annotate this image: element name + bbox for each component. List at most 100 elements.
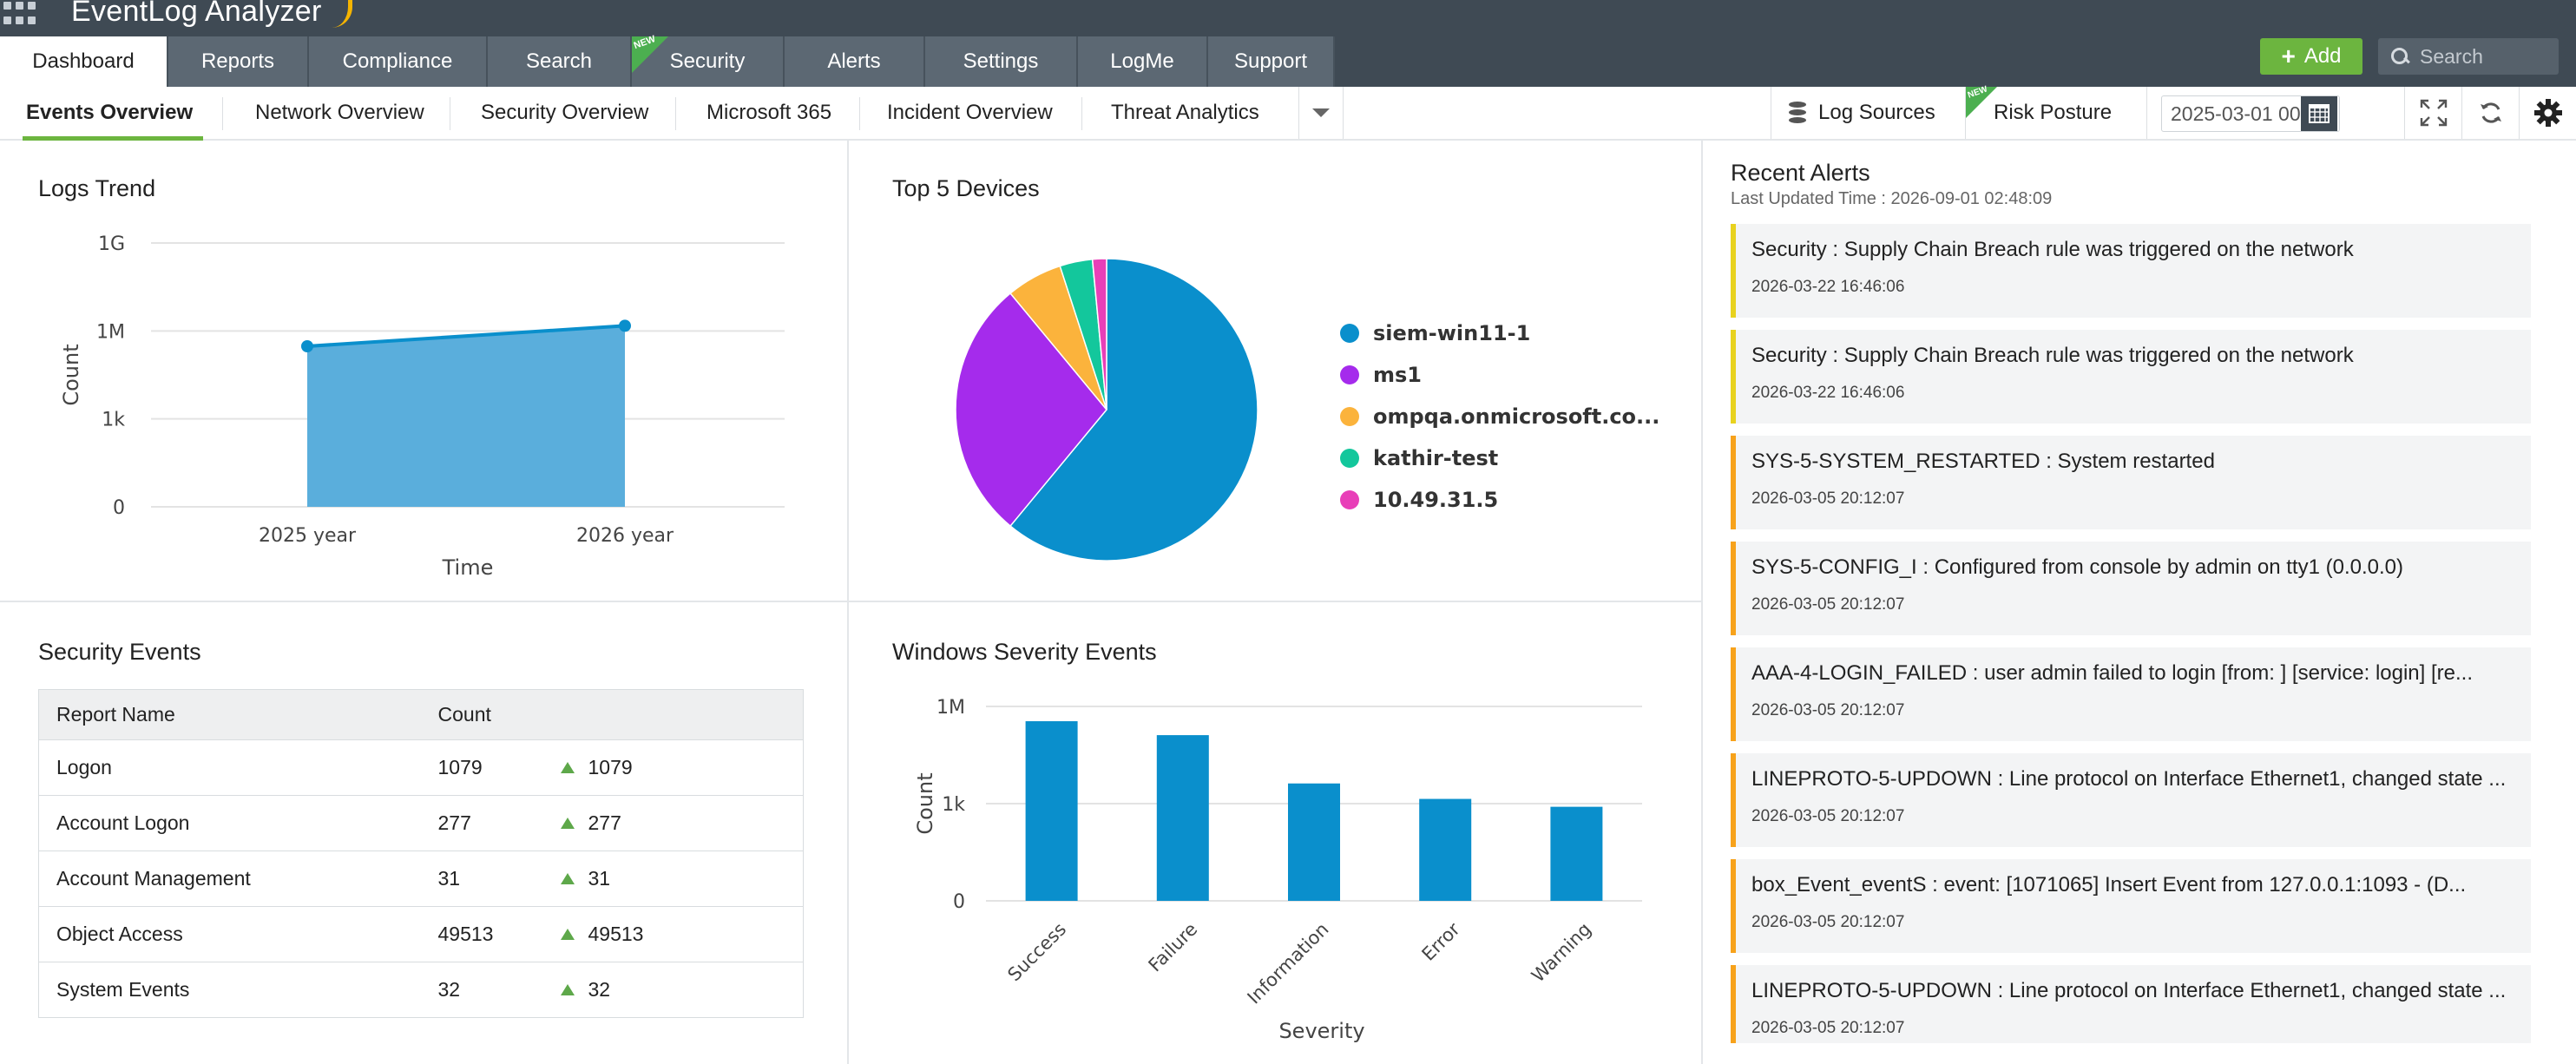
- tab-compliance[interactable]: Compliance: [309, 36, 488, 87]
- alert-message: AAA-4-LOGIN_FAILED : user admin failed t…: [1751, 661, 2473, 685]
- date-range-picker[interactable]: [2161, 95, 2340, 132]
- y-tick-label: 1M: [936, 697, 965, 719]
- data-point[interactable]: [619, 319, 631, 332]
- bar[interactable]: [1419, 798, 1472, 901]
- count-cell: 31: [420, 851, 561, 907]
- bar[interactable]: [1156, 735, 1209, 901]
- windows-severity-chart: 0 1k 1M Success Failure Information Error Warni…: [913, 697, 1642, 1043]
- fullscreen-button[interactable]: [2404, 87, 2461, 139]
- new-badge-icon: [632, 36, 668, 73]
- dashboard-settings-button[interactable]: [2519, 87, 2576, 139]
- top-devices-title: Top 5 Devices: [892, 175, 1040, 201]
- table-row[interactable]: System Events 32 32: [38, 962, 804, 1018]
- tab-dashboard[interactable]: Dashboard: [0, 36, 168, 87]
- pie-slice[interactable]: [1009, 258, 1258, 562]
- table-row[interactable]: Account Logon 277 277: [38, 795, 804, 851]
- subtab-security-overview[interactable]: Security Overview: [481, 87, 648, 139]
- search-input[interactable]: [2420, 44, 2550, 69]
- subtab-threat-analytics[interactable]: Threat Analytics: [1111, 87, 1259, 139]
- global-search[interactable]: [2378, 38, 2559, 75]
- table-row[interactable]: Account Management 31 31: [38, 851, 804, 907]
- alert-timestamp: 2026-03-05 20:12:07: [1751, 489, 1905, 508]
- subtab-microsoft-365[interactable]: Microsoft 365: [706, 87, 831, 139]
- alert-item[interactable]: LINEPROTO-5-UPDOWN : Line protocol on In…: [1731, 965, 2531, 1043]
- separator: [859, 97, 860, 130]
- alert-message: Security : Supply Chain Breach rule was …: [1751, 344, 2354, 367]
- x-tick-label: Information: [1244, 919, 1333, 1008]
- new-badge-icon: [1966, 87, 1997, 118]
- bar[interactable]: [1025, 721, 1078, 901]
- app-title: EventLog Analyzer: [71, 0, 322, 28]
- report-name-cell[interactable]: Logon: [38, 739, 421, 796]
- add-button[interactable]: + Add: [2260, 38, 2362, 75]
- alert-item[interactable]: SYS-5-CONFIG_I : Configured from console…: [1731, 542, 2531, 635]
- calendar-button[interactable]: [2301, 96, 2337, 131]
- area-fill: [307, 325, 625, 507]
- count-cell: 1079: [420, 739, 561, 796]
- tab-label: Dashboard: [32, 49, 135, 73]
- subtab-label: Events Overview: [26, 101, 194, 124]
- subtab-events-overview[interactable]: Events Overview: [22, 87, 204, 141]
- column-header-report-name: Report Name: [38, 689, 421, 740]
- tab-support[interactable]: Support: [1208, 36, 1335, 87]
- table-row[interactable]: Logon 1079 1079: [38, 739, 804, 796]
- trend-up-icon: [560, 929, 575, 940]
- x-tick-label: Failure: [1145, 919, 1202, 976]
- alert-timestamp: 2026-03-05 20:12:07: [1751, 701, 1905, 719]
- tab-security[interactable]: NEW Security: [632, 34, 785, 87]
- legend-label: ompqa.onmicrosoft.co...: [1373, 404, 1660, 429]
- report-name-cell[interactable]: Object Access: [38, 906, 421, 962]
- subtab-network-overview[interactable]: Network Overview: [255, 87, 424, 139]
- tab-settings[interactable]: Settings: [925, 36, 1078, 87]
- subtab-label: Network Overview: [255, 101, 424, 124]
- pie-slice[interactable]: [1091, 258, 1107, 410]
- alert-message: LINEPROTO-5-UPDOWN : Line protocol on In…: [1751, 767, 2507, 791]
- trend-value: 31: [588, 867, 611, 890]
- log-sources-button[interactable]: Log Sources: [1771, 87, 1965, 139]
- table-row[interactable]: Object Access 49513 49513: [38, 906, 804, 962]
- tab-logme[interactable]: LogMe: [1078, 36, 1208, 87]
- tab-reports[interactable]: Reports: [168, 36, 309, 87]
- bar[interactable]: [1550, 806, 1603, 901]
- tab-label: LogMe: [1110, 49, 1174, 73]
- search-icon: [2390, 47, 2409, 66]
- y-tick-label: 1M: [96, 321, 125, 343]
- alert-item[interactable]: Security : Supply Chain Breach rule was …: [1731, 330, 2531, 424]
- alert-item[interactable]: AAA-4-LOGIN_FAILED : user admin failed t…: [1731, 647, 2531, 741]
- tab-alerts[interactable]: Alerts: [785, 36, 925, 87]
- subtab-incident-overview[interactable]: Incident Overview: [887, 87, 1053, 139]
- risk-posture-button[interactable]: NEW Risk Posture: [1965, 84, 2147, 139]
- refresh-button[interactable]: [2461, 87, 2519, 139]
- report-name-cell[interactable]: Account Logon: [38, 795, 421, 851]
- alert-item[interactable]: SYS-5-SYSTEM_RESTARTED : System restarte…: [1731, 436, 2531, 529]
- alert-message: LINEPROTO-5-UPDOWN : Line protocol on In…: [1751, 979, 2507, 1002]
- app-grid-icon[interactable]: [0, 0, 38, 26]
- trend-cell: 49513: [560, 906, 804, 962]
- legend-dot-icon: [1340, 324, 1359, 343]
- legend-item[interactable]: 10.49.31.5: [1340, 479, 1659, 521]
- count-cell: 49513: [420, 906, 561, 962]
- x-tick-label: 2026 year: [576, 525, 674, 547]
- alert-item[interactable]: Security : Supply Chain Breach rule was …: [1731, 224, 2531, 318]
- legend-item[interactable]: siem-win11-1: [1340, 312, 1659, 354]
- tab-label: Security: [669, 49, 746, 73]
- recent-alerts-list[interactable]: Security : Supply Chain Breach rule was …: [1731, 224, 2531, 1043]
- data-point[interactable]: [301, 339, 313, 352]
- alert-item[interactable]: box_Event_eventS : event: [1071065] Inse…: [1731, 859, 2531, 953]
- legend-item[interactable]: ms1: [1340, 354, 1659, 396]
- brand-logo-mark-icon: [332, 0, 352, 28]
- alert-item[interactable]: LINEPROTO-5-UPDOWN : Line protocol on In…: [1731, 753, 2531, 847]
- more-tabs-dropdown[interactable]: [1298, 87, 1344, 139]
- date-input[interactable]: [2162, 102, 2301, 126]
- pie-slice[interactable]: [955, 292, 1107, 528]
- legend-item[interactable]: ompqa.onmicrosoft.co...: [1340, 396, 1659, 437]
- expand-icon: [2420, 99, 2447, 127]
- risk-posture-label: Risk Posture: [1994, 101, 2113, 124]
- report-name-cell[interactable]: System Events: [38, 962, 421, 1018]
- tab-label: Settings: [963, 49, 1039, 73]
- trend-cell: 32: [560, 962, 804, 1018]
- legend-item[interactable]: kathir-test: [1340, 437, 1659, 479]
- tab-search[interactable]: Search: [488, 36, 632, 87]
- report-name-cell[interactable]: Account Management: [38, 851, 421, 907]
- bar[interactable]: [1288, 783, 1340, 901]
